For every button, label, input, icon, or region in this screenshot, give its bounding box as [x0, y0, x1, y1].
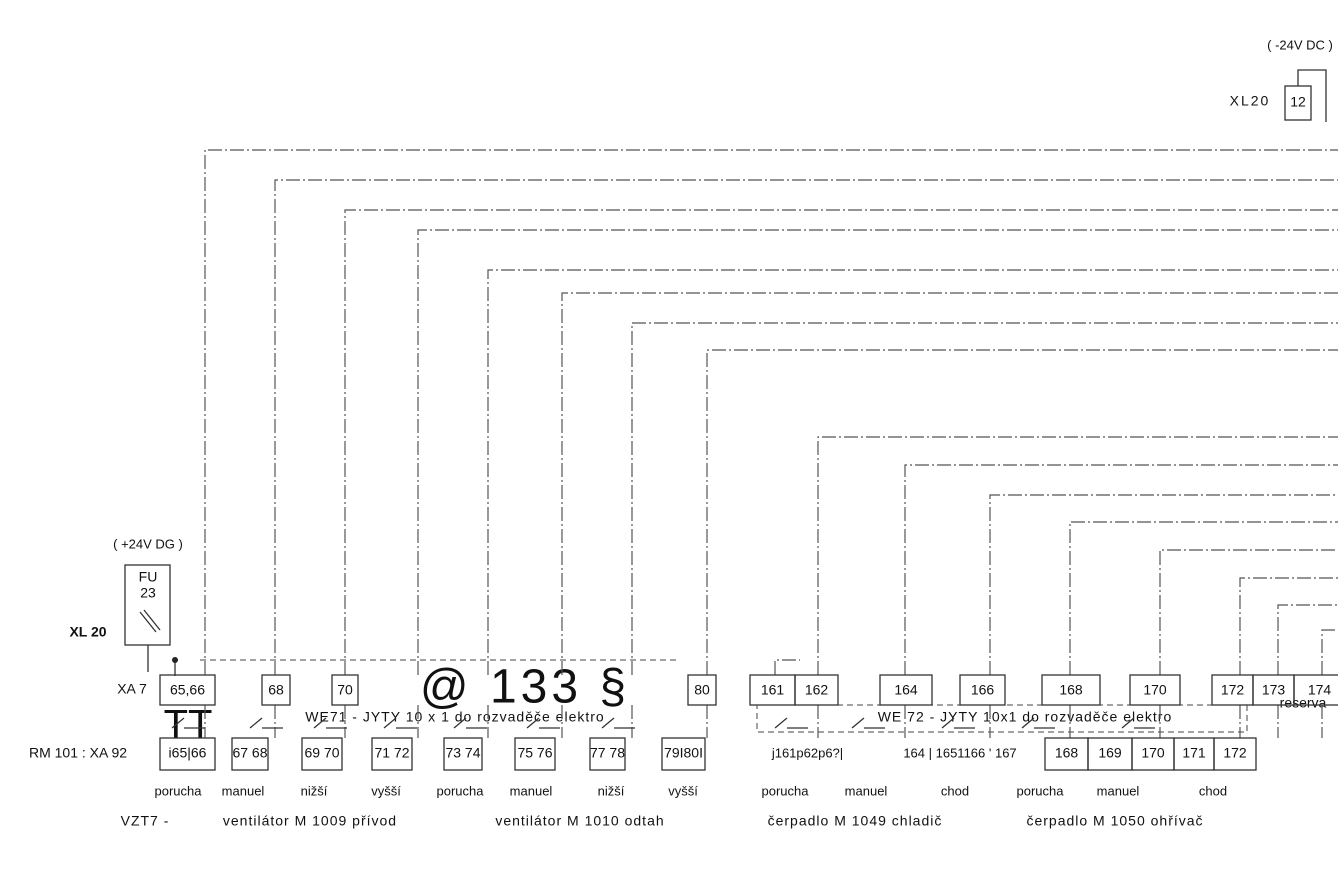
supply-label: ( +24V DG )	[113, 536, 183, 551]
wire	[1240, 578, 1338, 675]
terminal-label: 172	[1221, 682, 1245, 698]
cable-label: WE71 - JYTY 10 x 1 do rozvaděče elektro	[305, 709, 604, 725]
device-label: VZT7 -	[121, 813, 170, 829]
device-label: ventilátor M 1010 odtah	[495, 813, 664, 829]
wire	[205, 150, 1338, 675]
terminal-label: 164	[894, 682, 918, 698]
strip-label: XL 20	[69, 624, 106, 640]
wire	[905, 465, 1338, 675]
wire	[818, 437, 1338, 675]
terminal-label: i65|66	[169, 745, 207, 761]
signal-label: porucha	[437, 783, 485, 798]
terminal-label: 71 72	[374, 745, 409, 761]
device-label: čerpadlo M 1050 ohřívač	[1026, 813, 1203, 829]
wire	[1160, 550, 1338, 675]
signal-label: vyšší	[668, 783, 698, 798]
wiring-diagram: ( -24V DC ) XL20 12 ( +24V DG ) FU 23 XL…	[0, 0, 1338, 889]
stamp: @ 133 §	[420, 661, 630, 714]
terminal-label: 69 70	[304, 745, 339, 761]
signal-label: nižší	[301, 783, 328, 798]
wire	[345, 210, 1338, 675]
signal-label: vyšší	[371, 783, 401, 798]
terminal-label: 65,66	[170, 682, 205, 698]
wire	[275, 180, 1338, 675]
terminal-label: 168	[1059, 682, 1083, 698]
device-label: ventilátor M 1009 přívod	[223, 813, 397, 829]
terminal-label: 172	[1223, 745, 1247, 761]
wire	[1322, 630, 1338, 675]
signal-label: manuel	[1097, 783, 1140, 798]
terminal-label: 12	[1290, 94, 1306, 110]
signal-label: manuel	[222, 783, 265, 798]
signal-label: porucha	[762, 783, 810, 798]
terminal-label: 170	[1143, 682, 1167, 698]
signal-label: manuel	[845, 783, 888, 798]
signal-label: porucha	[155, 783, 203, 798]
strip-label: RM 101 : XA 92	[29, 745, 127, 761]
signal-label: porucha	[1017, 783, 1065, 798]
terminal-label: 169	[1098, 745, 1122, 761]
contact	[775, 718, 808, 728]
junction	[172, 657, 178, 663]
terminal-label: 173	[1262, 682, 1286, 698]
terminal-label: 164 | 1651166 ' 167	[903, 745, 1016, 760]
fuse-number: 23	[140, 585, 156, 601]
wire	[418, 230, 1338, 675]
terminal-label: 79I80I	[664, 745, 703, 761]
terminal-label: 75 76	[517, 745, 552, 761]
signal-label: chod	[1199, 783, 1227, 798]
terminal-label: 174	[1308, 682, 1332, 698]
fuse-symbol	[140, 610, 160, 632]
wire	[488, 270, 1338, 675]
signal-label: nižší	[598, 783, 625, 798]
terminal-label: 80	[694, 682, 710, 698]
wire	[148, 645, 175, 676]
terminal-label: j161p62p6?|	[771, 745, 843, 760]
strip-label: XL20	[1230, 93, 1271, 109]
terminal-label: 68	[268, 682, 284, 698]
terminal-label: 70	[337, 682, 353, 698]
terminal-label: 73 74	[445, 745, 480, 761]
signal-label: manuel	[510, 783, 553, 798]
wire	[775, 660, 800, 675]
terminal-label: 171	[1182, 745, 1206, 761]
wire	[632, 323, 1338, 675]
terminal-label: 67 68	[232, 745, 267, 761]
device-label: čerpadlo M 1049 chladič	[768, 813, 943, 829]
wire	[1278, 605, 1338, 675]
wire	[1070, 522, 1338, 675]
fuse-name: FU	[139, 569, 158, 585]
terminal-label: 170	[1141, 745, 1165, 761]
terminal-label: 166	[971, 682, 995, 698]
terminal-label: 77 78	[590, 745, 625, 761]
contact	[250, 718, 283, 728]
terminal-label: 162	[805, 682, 829, 698]
contact	[602, 718, 635, 728]
supply-label: ( -24V DC )	[1267, 37, 1333, 52]
wire	[707, 350, 1338, 675]
terminal-label: 161	[761, 682, 785, 698]
terminal-label: 168	[1055, 745, 1079, 761]
signal-label: chod	[941, 783, 969, 798]
strip-label: XA 7	[117, 681, 147, 697]
